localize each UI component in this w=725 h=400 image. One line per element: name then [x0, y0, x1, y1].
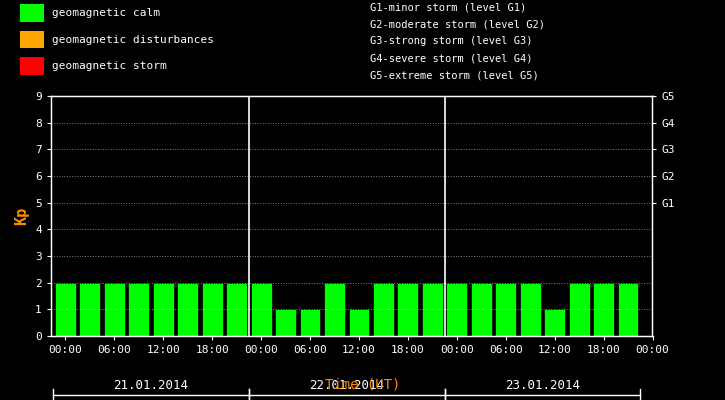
Bar — [593, 283, 614, 336]
Text: geomagnetic storm: geomagnetic storm — [52, 61, 167, 71]
Bar — [495, 283, 516, 336]
Bar — [618, 283, 639, 336]
Y-axis label: Kp: Kp — [14, 207, 30, 225]
Text: G1-minor storm (level G1): G1-minor storm (level G1) — [370, 2, 526, 12]
Text: 21.01.2014: 21.01.2014 — [114, 379, 188, 392]
Text: G5-extreme storm (level G5): G5-extreme storm (level G5) — [370, 71, 539, 81]
Bar — [178, 283, 198, 336]
Bar — [397, 283, 418, 336]
Text: G4-severe storm (level G4): G4-severe storm (level G4) — [370, 54, 532, 64]
Bar — [520, 283, 541, 336]
Text: G2-moderate storm (level G2): G2-moderate storm (level G2) — [370, 19, 544, 29]
Bar — [55, 283, 76, 336]
Bar — [202, 283, 223, 336]
Bar — [373, 283, 394, 336]
Bar — [104, 283, 125, 336]
Bar — [128, 283, 149, 336]
Text: geomagnetic calm: geomagnetic calm — [52, 8, 160, 18]
Bar — [20, 4, 44, 22]
Bar — [251, 283, 272, 336]
Bar — [447, 283, 467, 336]
Text: 22.01.2014: 22.01.2014 — [310, 379, 384, 392]
Bar — [20, 57, 44, 75]
Bar — [324, 283, 345, 336]
Text: geomagnetic disturbances: geomagnetic disturbances — [52, 35, 214, 45]
Bar — [349, 309, 369, 336]
Bar — [276, 309, 296, 336]
Bar — [226, 283, 247, 336]
Bar — [422, 283, 443, 336]
Text: 23.01.2014: 23.01.2014 — [505, 379, 580, 392]
Bar — [80, 283, 100, 336]
Bar — [471, 283, 492, 336]
Bar — [153, 283, 174, 336]
Text: G3-strong storm (level G3): G3-strong storm (level G3) — [370, 36, 532, 46]
Text: Time (UT): Time (UT) — [325, 378, 400, 392]
Bar — [568, 283, 589, 336]
Bar — [20, 31, 44, 48]
Bar — [544, 309, 565, 336]
Bar — [299, 309, 320, 336]
